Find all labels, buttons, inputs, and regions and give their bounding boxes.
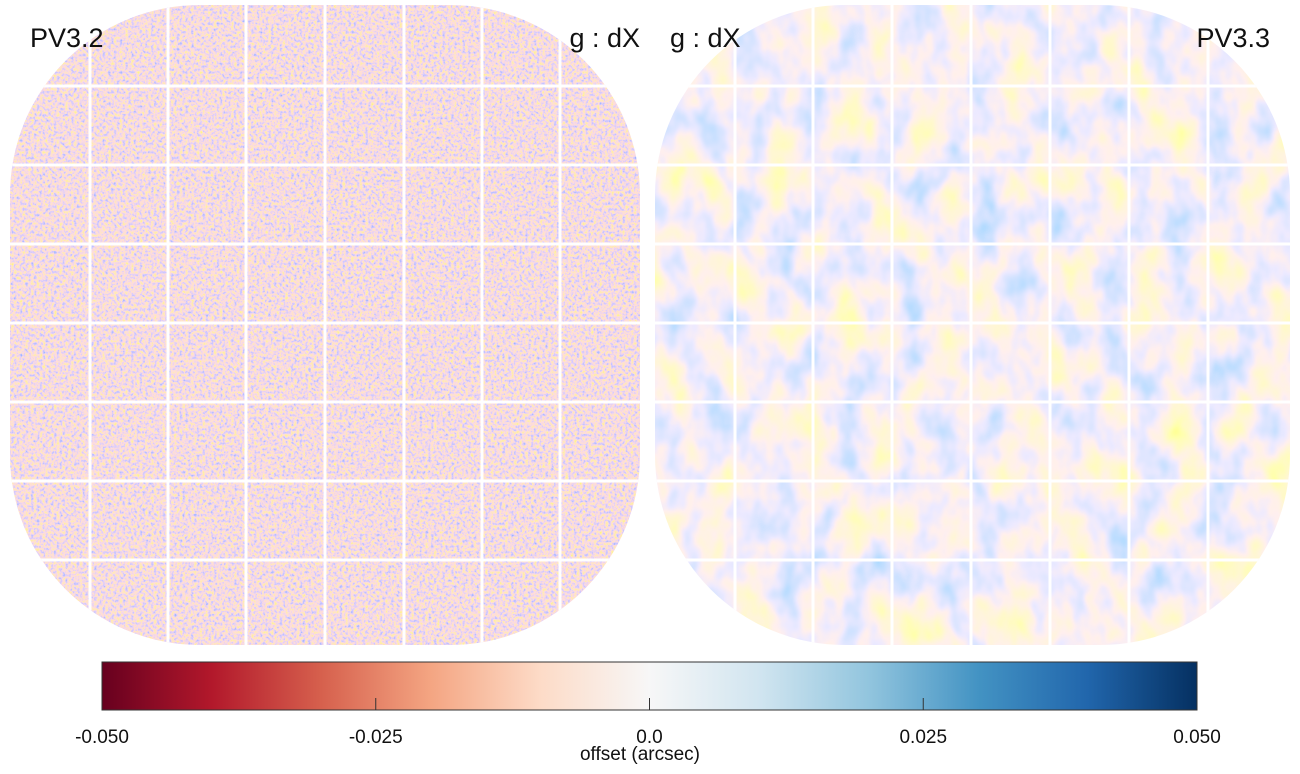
focal-plane-map [655,5,1290,645]
band-label: g : dX [569,23,640,53]
colorbar-tick-label: 0.0 [636,727,662,748]
panel-label: PV3.2 [30,23,104,53]
panel-label: PV3.3 [1196,23,1270,53]
focal-plane-map [10,5,640,645]
colorbar-tick-label: -0.025 [349,727,403,748]
colorbar-tick-label: 0.025 [899,727,947,748]
colorbar-tick-label: 0.050 [1173,727,1221,748]
colorbar-label: offset (arcsec) [580,744,700,765]
band-label: g : dX [670,23,741,53]
colorbar-tick-label: -0.050 [75,727,129,748]
